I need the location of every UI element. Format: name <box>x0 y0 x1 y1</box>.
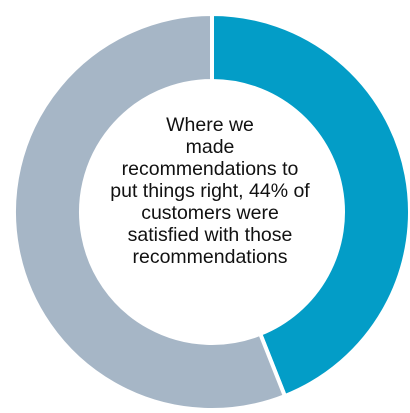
center-text-line-2: made <box>185 136 235 158</box>
center-text-line-3: recommendations to <box>121 158 299 180</box>
donut-slice-2 <box>12 11 288 412</box>
center-text-line-6: satisfied with those <box>127 224 293 246</box>
center-text-line-4: put things right, 44% of <box>110 180 310 202</box>
center-text-line-1: Where we <box>166 114 254 136</box>
center-text-line-5: customers were <box>141 202 279 224</box>
center-annotation: Where we made recommendations to put thi… <box>85 114 335 268</box>
donut-slice-1 <box>210 11 410 399</box>
center-text-line-7: recommendations <box>132 246 288 268</box>
donut-slices <box>12 11 410 412</box>
